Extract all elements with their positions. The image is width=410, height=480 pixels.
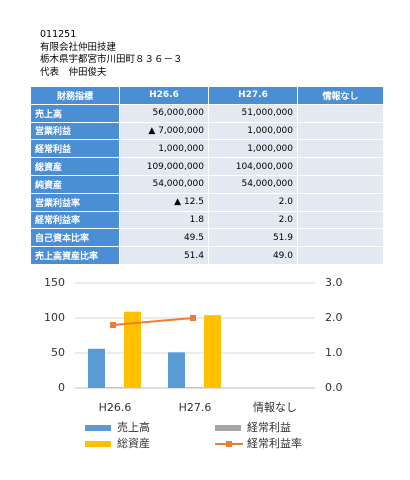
table-row: 純資産 54,000,000 54,000,000 bbox=[31, 175, 383, 193]
value-cell: 51.4 bbox=[120, 247, 208, 264]
value-cell: 109,000,000 bbox=[120, 158, 208, 175]
line bbox=[112, 317, 194, 326]
financial-table: 財務指標 H26.6 H27.6 情報なし 売上高 56,000,000 51,000,00… bbox=[30, 86, 384, 265]
legend-label: 経常利益率 bbox=[247, 436, 302, 450]
y2-tick-label: 1.0 bbox=[325, 346, 343, 359]
x-tick-label: H26.6 bbox=[99, 401, 132, 414]
header-line: 有限会社仲田技建 bbox=[40, 41, 117, 53]
value-cell: 56,000,000 bbox=[120, 104, 208, 122]
value-cell: 51,000,000 bbox=[209, 104, 297, 122]
y-tick-label: 100 bbox=[44, 311, 65, 324]
value-cell: 104,000,000 bbox=[209, 158, 297, 175]
legend-swatch bbox=[85, 425, 111, 431]
bar bbox=[186, 387, 203, 388]
y2-tick-label: 3.0 bbox=[325, 276, 343, 289]
table-row: 営業利益 ▲ 7,000,000 1,000,000 bbox=[31, 122, 383, 140]
y-tick-label: 0 bbox=[58, 381, 65, 394]
value-cell: 1.8 bbox=[120, 211, 208, 229]
value-cell: 1,000,000 bbox=[209, 140, 297, 158]
table-row: 自己資本比率 49.5 51.9 bbox=[31, 229, 383, 247]
header-line: 代表 仲田俊夫 bbox=[40, 66, 107, 78]
line-marker bbox=[190, 315, 196, 321]
header-line: 011251 bbox=[40, 29, 77, 40]
table-row: 経常利益 1,000,000 1,000,000 bbox=[31, 140, 383, 158]
table-row: 経常利益率 1.8 2.0 bbox=[31, 211, 383, 229]
value-cell: 54,000,000 bbox=[120, 175, 208, 193]
value-cell: 1,000,000 bbox=[209, 122, 297, 140]
empty-cell bbox=[298, 104, 383, 122]
y2-tick-label: 2.0 bbox=[325, 311, 343, 324]
row-label: 経常利益 bbox=[31, 140, 119, 158]
x-tick-label: 情報なし bbox=[253, 401, 297, 414]
legend-label: 総資産 bbox=[117, 436, 150, 450]
y2-tick-label: 0.0 bbox=[325, 381, 343, 394]
empty-cell bbox=[298, 247, 383, 264]
column-header: 情報なし bbox=[298, 87, 383, 104]
value-cell: 54,000,000 bbox=[209, 175, 297, 193]
bar bbox=[124, 311, 141, 388]
line-marker bbox=[110, 322, 116, 328]
column-header: H27.6 bbox=[209, 87, 297, 104]
legend-label: 経常利益 bbox=[247, 420, 291, 434]
empty-cell bbox=[298, 140, 383, 158]
empty-cell bbox=[298, 158, 383, 175]
row-label: 売上高 bbox=[31, 104, 119, 122]
y-tick-label: 150 bbox=[44, 276, 65, 289]
value-cell: 51.9 bbox=[209, 229, 297, 247]
value-cell: ▲ 7,000,000 bbox=[120, 122, 208, 140]
value-cell: 2.0 bbox=[209, 193, 297, 211]
row-label: 営業利益 bbox=[31, 122, 119, 140]
value-cell: 49.5 bbox=[120, 229, 208, 247]
empty-cell bbox=[298, 122, 383, 140]
header-line: 栃木県宇都宮市川田町８３６－３ bbox=[40, 54, 183, 65]
legend-label: 売上高 bbox=[117, 420, 150, 434]
table-row: 総資産 109,000,000 104,000,000 bbox=[31, 158, 383, 175]
bar bbox=[168, 352, 185, 388]
x-tick-label: H27.6 bbox=[179, 401, 212, 414]
legend-marker bbox=[226, 441, 232, 447]
row-label: 経常利益率 bbox=[31, 211, 119, 229]
value-cell: 49.0 bbox=[209, 247, 297, 264]
value-cell: ▲ 12.5 bbox=[120, 193, 208, 211]
legend-swatch bbox=[215, 425, 241, 431]
bar bbox=[88, 348, 105, 388]
empty-cell bbox=[298, 193, 383, 211]
column-header: H26.6 bbox=[120, 87, 208, 104]
empty-cell bbox=[298, 211, 383, 229]
row-label: 営業利益率 bbox=[31, 193, 119, 211]
y-tick-label: 50 bbox=[51, 346, 65, 359]
table-header-row: 財務指標 H26.6 H27.6 情報なし bbox=[31, 87, 383, 104]
table-row: 売上高 56,000,000 51,000,000 bbox=[31, 104, 383, 122]
empty-cell bbox=[298, 229, 383, 247]
table-row: 売上高資産比率 51.4 49.0 bbox=[31, 247, 383, 264]
row-label: 自己資本比率 bbox=[31, 229, 119, 247]
value-cell: 2.0 bbox=[209, 211, 297, 229]
empty-cell bbox=[298, 175, 383, 193]
table-row: 営業利益率 ▲ 12.5 2.0 bbox=[31, 193, 383, 211]
row-label: 総資産 bbox=[31, 158, 119, 175]
value-cell: 1,000,000 bbox=[120, 140, 208, 158]
bar bbox=[204, 315, 221, 388]
column-header: 財務指標 bbox=[31, 87, 119, 104]
row-label: 純資産 bbox=[31, 175, 119, 193]
row-label: 売上高資産比率 bbox=[31, 247, 119, 264]
legend-swatch bbox=[85, 441, 111, 447]
bar bbox=[106, 387, 123, 388]
